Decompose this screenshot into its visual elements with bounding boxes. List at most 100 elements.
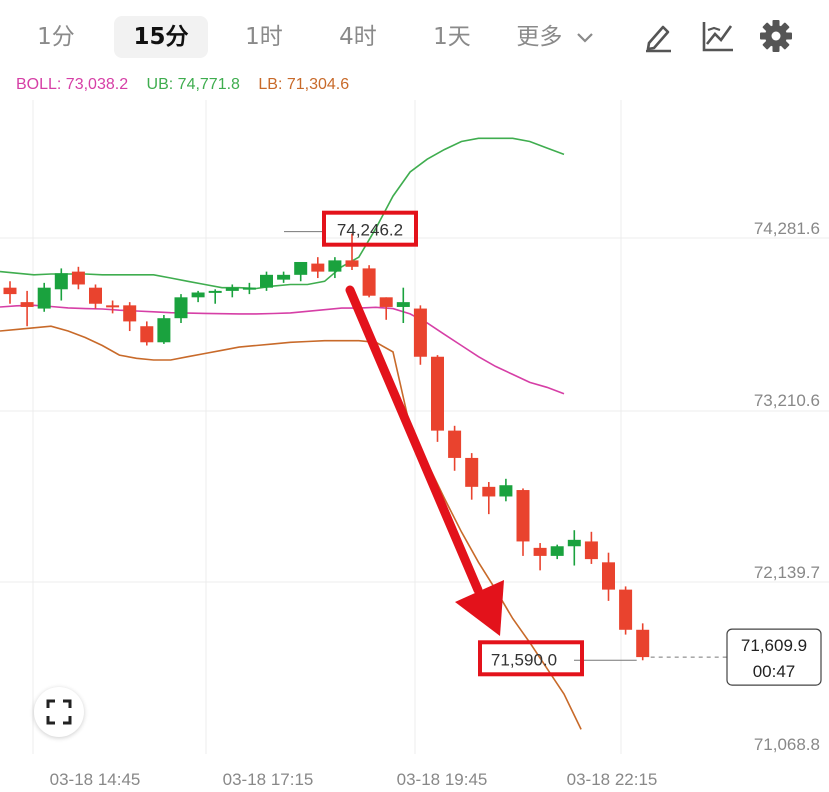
candle-body [602,562,615,590]
downtrend-arrow-head [455,580,504,636]
indicator-chart-icon[interactable] [700,18,736,54]
candle [174,294,188,324]
downtrend-arrow [345,285,483,595]
candle [465,453,479,500]
candle-body [533,547,547,556]
tab-1day[interactable]: 1天 [433,24,471,50]
candle-body [294,261,308,275]
candle [37,282,51,312]
candle [191,290,205,303]
candle [328,257,342,279]
candle [516,488,530,556]
candle [225,284,239,298]
boll-value: BOLL: 73,038.2 [16,76,129,93]
boll-legend: BOLL: 73,038.2 UB: 74,771.8 LB: 71,304.6 [16,76,363,94]
candle-body [550,546,564,556]
candle [567,530,581,566]
candle [396,287,410,324]
fullscreen-icon [46,699,72,725]
tab-4hour[interactable]: 4时 [339,24,377,50]
candle [3,281,17,304]
current-price-box [726,628,822,686]
candle-body [328,260,342,272]
settings-gear-icon[interactable] [758,18,794,54]
tab-1min[interactable]: 1分 [37,24,75,50]
candle-body [242,287,256,290]
candle-body [277,274,291,280]
candle-body [362,268,376,296]
candle [157,314,171,344]
tab-1hour[interactable]: 1时 [245,24,283,50]
candle [54,268,68,301]
candle-body [482,486,496,497]
high-price-label: 74,246.2 [337,221,403,240]
candle [533,543,547,571]
candle-body [379,297,393,307]
candle [20,290,34,327]
candle-body [311,263,325,272]
high-highlight-box [322,210,418,247]
candle [482,482,496,515]
candle [602,552,615,601]
candle-body [465,457,479,487]
more-dropdown[interactable]: 更多 [508,16,602,58]
candle-body [636,629,650,658]
candle [277,271,291,283]
candle-body [37,287,51,309]
candle-body [567,539,581,547]
candle [123,302,137,332]
candle [636,623,650,661]
low-price-label: 71,590.0 [491,650,557,669]
candle-body [140,326,154,343]
boll-middle-line [0,304,565,395]
x-axis-tick-label: 03-18 17:15 [223,770,314,789]
candle-body [448,430,462,458]
candle-body [225,287,239,291]
candle-body [516,490,530,542]
candle [345,233,359,271]
candle [499,478,513,502]
candle-body [174,297,188,319]
y-axis-tick-label: 73,210.6 [754,391,820,410]
candle [379,297,393,320]
candle-body [260,274,273,288]
draw-pen-icon[interactable] [640,18,676,54]
candle-body [54,273,68,290]
candle-body [20,302,34,307]
candle [413,305,427,365]
candle [89,284,102,309]
countdown-label: 00:47 [753,662,796,681]
candle-body [191,292,205,298]
ub-value: UB: 74,771.8 [146,76,240,93]
candle [448,425,462,471]
y-axis-tick-label: 71,068.8 [754,735,820,754]
candle [584,531,598,564]
lb-line [0,325,582,730]
candle-body [89,287,102,304]
candle [311,257,325,279]
candle-body [157,318,171,343]
candle-body [584,541,598,560]
candle [431,355,444,442]
y-axis-tick-label: 74,281.6 [754,219,820,238]
candle [208,289,222,304]
candle-body [208,290,222,293]
fullscreen-button[interactable] [34,687,84,737]
timeframe-toolbar: 1分 15分 1时 4时 1天 更多 [0,0,829,76]
candle [362,265,376,298]
y-axis-tick-label: 72,139.7 [754,563,820,582]
ub-line [0,137,565,290]
candle-body [3,287,17,295]
x-axis-tick-label: 03-18 14:45 [50,770,141,789]
candle [294,261,308,282]
candle [550,544,564,560]
x-axis-tick-label: 03-18 22:15 [567,770,658,789]
candle [619,586,633,635]
candle [140,321,154,346]
current-price-label: 71,609.9 [741,636,807,655]
chevron-down-icon [576,32,593,43]
candle-body [71,271,85,285]
tab-15min[interactable]: 15分 [114,16,208,58]
candle-body [396,302,410,307]
